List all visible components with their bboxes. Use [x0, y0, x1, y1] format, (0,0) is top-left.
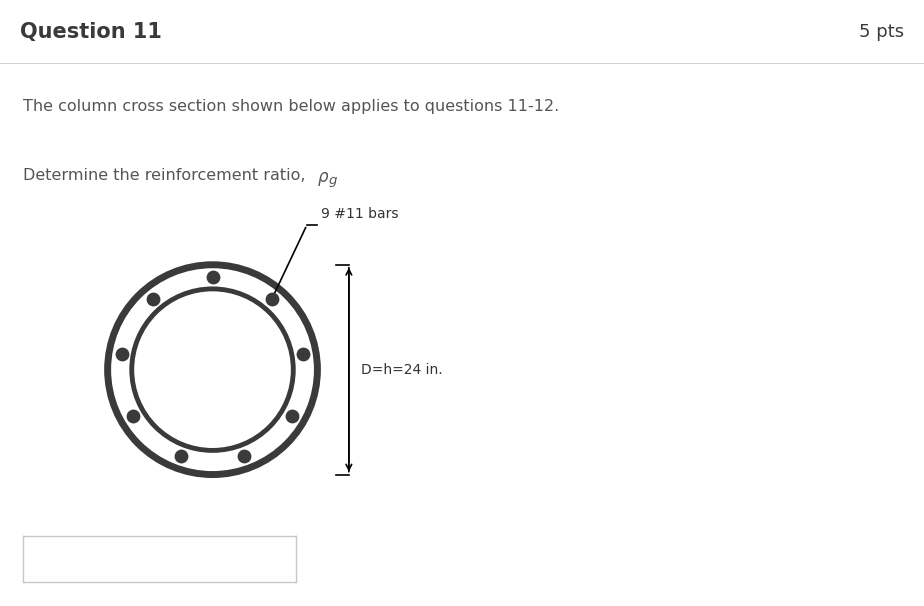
Text: ρ: ρ — [318, 168, 328, 187]
Point — [264, 294, 279, 304]
Text: Determine the reinforcement ratio,: Determine the reinforcement ratio, — [23, 168, 310, 184]
Point — [296, 349, 310, 359]
Point — [237, 451, 251, 461]
Point — [146, 294, 161, 304]
Text: D=h=24 in.: D=h=24 in. — [361, 362, 444, 377]
Text: 9 #11 bars: 9 #11 bars — [321, 207, 398, 221]
Text: g: g — [329, 173, 337, 187]
Point — [174, 451, 188, 461]
Point — [125, 411, 140, 421]
Point — [205, 273, 220, 282]
Point — [286, 411, 300, 421]
Text: The column cross section shown below applies to questions 11-12.: The column cross section shown below app… — [23, 99, 559, 114]
Text: 5 pts: 5 pts — [858, 23, 904, 41]
Point — [115, 349, 129, 359]
Text: Question 11: Question 11 — [20, 22, 163, 42]
